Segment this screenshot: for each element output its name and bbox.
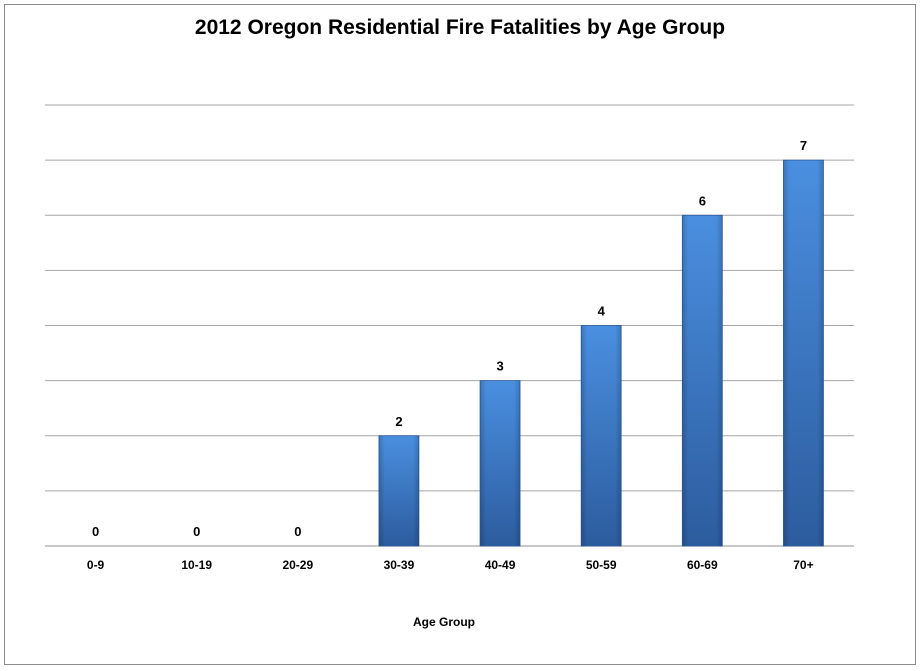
x-tick-labels: 0-9 10-19 20-29 30-39 40-49 50-59 60-69 70+ [87, 558, 814, 572]
bar-shading [682, 215, 723, 546]
bar-70+ [783, 159, 824, 547]
data-label-0-9: 0 [92, 524, 99, 539]
data-label-70+: 7 [800, 138, 807, 153]
bar-shading [480, 380, 521, 546]
x-tick-label-20-29: 20-29 [282, 558, 313, 572]
x-tick-label-60-69: 60-69 [687, 558, 718, 572]
data-label-40-49: 3 [496, 359, 503, 374]
chart-frame [4, 4, 916, 665]
x-tick-label-0-9: 0-9 [87, 558, 105, 572]
bar-60-69 [681, 214, 723, 547]
x-axis-title: Age Group [413, 615, 475, 629]
gridlines [45, 104, 854, 547]
x-tick-label-50-59: 50-59 [586, 558, 617, 572]
bar-shading [581, 325, 622, 546]
bar-shading [783, 160, 824, 546]
bar-30-39 [378, 435, 420, 547]
bars [378, 159, 824, 547]
x-tick-label-30-39: 30-39 [384, 558, 415, 572]
x-tick-label-10-19: 10-19 [181, 558, 212, 572]
data-label-60-69: 6 [699, 193, 706, 208]
data-label-10-19: 0 [193, 524, 200, 539]
x-tick-label-40-49: 40-49 [485, 558, 516, 572]
data-label-20-29: 0 [294, 524, 301, 539]
bar-50-59 [580, 325, 622, 547]
data-label-30-39: 2 [395, 414, 402, 429]
x-tick-label-70+: 70+ [793, 558, 813, 572]
bar-40-49 [479, 380, 521, 547]
chart-title: 2012 Oregon Residential Fire Fatalities … [194, 16, 726, 39]
bar-shading [378, 435, 419, 546]
data-labels: 0 0 0 2 3 4 6 7 [92, 138, 807, 539]
data-label-50-59: 4 [598, 304, 606, 319]
